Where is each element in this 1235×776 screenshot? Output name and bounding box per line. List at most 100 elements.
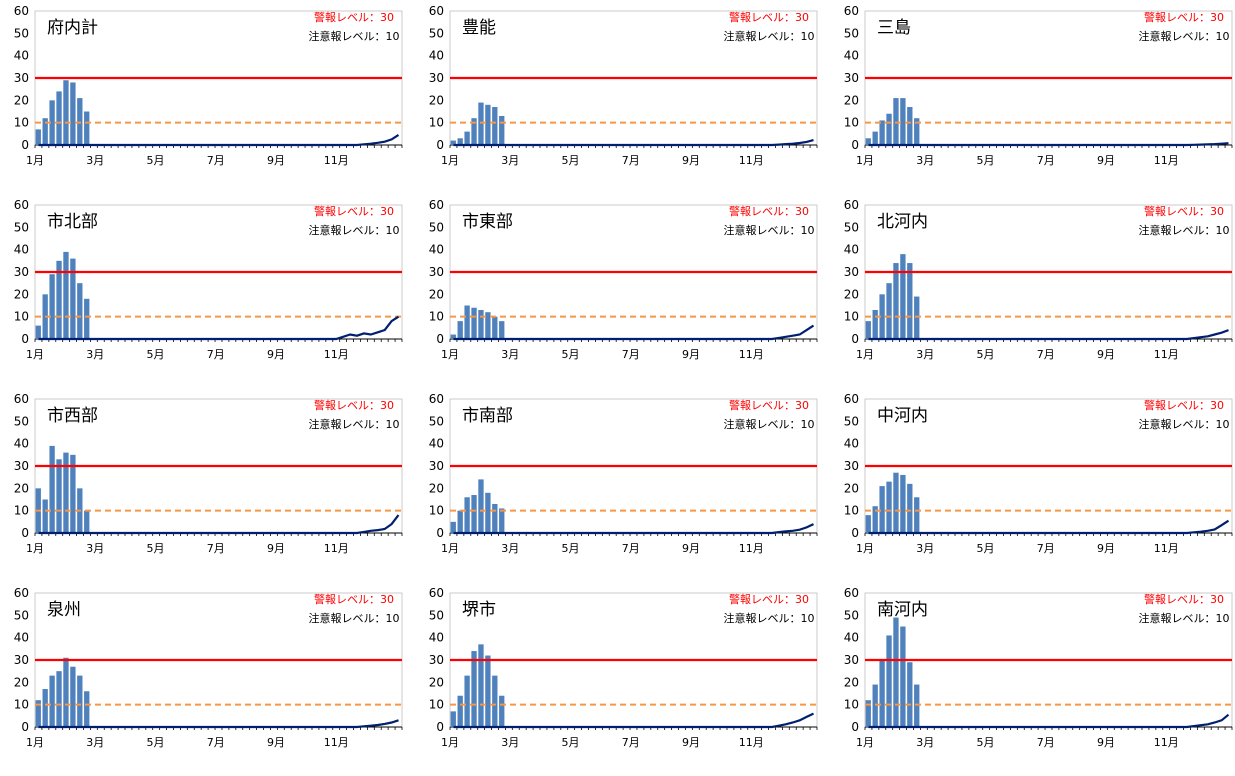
y-tick-label: 10 [844, 116, 859, 130]
bar [471, 651, 477, 727]
alert-level-label: 警報レベル：30 [729, 592, 809, 606]
y-tick-label: 40 [14, 243, 29, 257]
chart-svg: 0 10 20 30 40 50 60 1月 3月 5月 7月 9月 11月 市北部 警報レベル：30 注意報… [14, 198, 403, 361]
chart-panel: 0 10 20 30 40 50 60 1月 3月 5月 7月 9月 11月 市西部 警報レベル：30 注意報… [0, 392, 410, 582]
x-tick-label: 7月 [1037, 542, 1055, 555]
y-tick-label: 20 [14, 481, 29, 495]
y-tick-label: 50 [844, 220, 859, 234]
bar [865, 515, 871, 533]
x-tick-label: 9月 [682, 542, 700, 555]
x-tick-label: 1月 [26, 736, 44, 749]
bar [77, 283, 83, 339]
x-tick-label: 7月 [207, 542, 225, 555]
bar [457, 510, 463, 533]
bar [900, 254, 906, 339]
x-tick-label: 5月 [561, 348, 579, 361]
y-tick-label: 50 [14, 608, 29, 622]
y-tick-label: 0 [21, 526, 29, 540]
x-tick-label: 7月 [622, 154, 640, 167]
y-tick-label: 40 [14, 437, 29, 451]
chart-panel: 0 10 20 30 40 50 60 1月 3月 5月 7月 9月 11月 市南部 警報レベル：30 注意報… [415, 392, 825, 582]
chart-svg: 0 10 20 30 40 50 60 1月 3月 5月 7月 9月 11月 市南部 警報レベル：30 注意報… [429, 392, 818, 555]
x-tick-label: 5月 [561, 154, 579, 167]
x-tick-label: 3月 [86, 542, 104, 555]
y-tick-label: 40 [429, 631, 444, 645]
x-tick-label: 11月 [739, 542, 764, 555]
bar [84, 691, 90, 727]
y-tick-label: 0 [21, 138, 29, 152]
x-tick-label: 9月 [1097, 348, 1115, 361]
warning-level-label: 注意報レベル：10 [309, 29, 400, 43]
bar [35, 700, 41, 727]
x-tick-label: 3月 [916, 348, 934, 361]
bar [457, 695, 463, 727]
bar [84, 111, 90, 145]
series-line [38, 719, 399, 729]
y-tick-label: 30 [14, 71, 29, 85]
bar [49, 445, 55, 533]
x-tick-label: 3月 [501, 154, 519, 167]
warning-level-label: 注意報レベル：10 [1139, 223, 1230, 237]
alert-level-label: 警報レベル：30 [314, 398, 394, 412]
x-tick-label: 3月 [916, 542, 934, 555]
bar [478, 479, 484, 533]
bar [464, 497, 470, 533]
x-tick-label: 9月 [1097, 154, 1115, 167]
bar [879, 294, 885, 339]
y-tick-label: 0 [851, 332, 859, 346]
y-tick-label: 50 [429, 220, 444, 234]
bar [872, 131, 878, 145]
series-line [38, 514, 400, 535]
chart-title: 市東部 [462, 212, 513, 232]
y-tick-label: 50 [429, 26, 444, 40]
y-tick-label: 60 [844, 4, 859, 18]
bar [42, 118, 48, 145]
bar [42, 499, 48, 533]
bar [450, 140, 456, 145]
x-tick-label: 7月 [622, 348, 640, 361]
x-tick-label: 5月 [146, 348, 164, 361]
bar [485, 104, 491, 145]
bar [499, 321, 505, 339]
y-tick-label: 0 [436, 332, 444, 346]
chart-title: 南河内 [877, 600, 928, 620]
x-tick-label: 7月 [1037, 736, 1055, 749]
series-line [453, 523, 814, 535]
bar [70, 258, 76, 339]
x-tick-label: 11月 [1154, 348, 1179, 361]
y-tick-label: 60 [14, 586, 29, 600]
chart-grid: 0 10 20 30 40 50 60 1月 3月 5月 7月 9月 11月 府内計警報レベル：30 注意報… [0, 4, 1233, 749]
y-tick-label: 40 [844, 437, 859, 451]
bar [499, 695, 505, 727]
chart-panel: 0 10 20 30 40 50 60 1月 3月 5月 7月 9月 11月 市北部 警報レベル：30 注意報… [0, 198, 410, 388]
chart-title: 市北部 [47, 212, 98, 232]
y-tick-label: 20 [429, 287, 444, 301]
bar [49, 675, 55, 727]
bar [84, 510, 90, 533]
x-tick-label: 1月 [856, 154, 874, 167]
chart-svg: 0 10 20 30 40 50 60 1月 3月 5月 7月 9月 11月 市東部 警報レベル：30 注意報… [429, 198, 818, 361]
y-tick-label: 0 [851, 720, 859, 734]
chart-title: 府内計 [47, 18, 98, 38]
x-tick-label: 11月 [739, 736, 764, 749]
bar [63, 452, 69, 533]
bar [485, 655, 491, 727]
y-tick-label: 50 [429, 608, 444, 622]
y-tick-label: 10 [844, 698, 859, 712]
y-tick-label: 60 [429, 586, 444, 600]
y-tick-label: 50 [844, 414, 859, 428]
alert-level-label: 警報レベル：30 [1144, 204, 1224, 218]
y-tick-label: 30 [429, 265, 444, 279]
x-tick-label: 1月 [441, 736, 459, 749]
y-tick-label: 50 [14, 220, 29, 234]
chart-title: 三島 [877, 18, 911, 38]
bar [478, 309, 484, 339]
y-tick-label: 30 [14, 653, 29, 667]
y-tick-label: 10 [14, 116, 29, 130]
warning-level-label: 注意報レベル：10 [724, 29, 815, 43]
y-tick-label: 0 [851, 526, 859, 540]
y-tick-label: 60 [14, 392, 29, 406]
x-tick-label: 11月 [324, 348, 349, 361]
chart-panel: 0 10 20 30 40 50 60 1月 3月 5月 7月 9月 11月 堺市 警報レベル：30 注意報レ… [415, 586, 825, 776]
bar [450, 521, 456, 533]
